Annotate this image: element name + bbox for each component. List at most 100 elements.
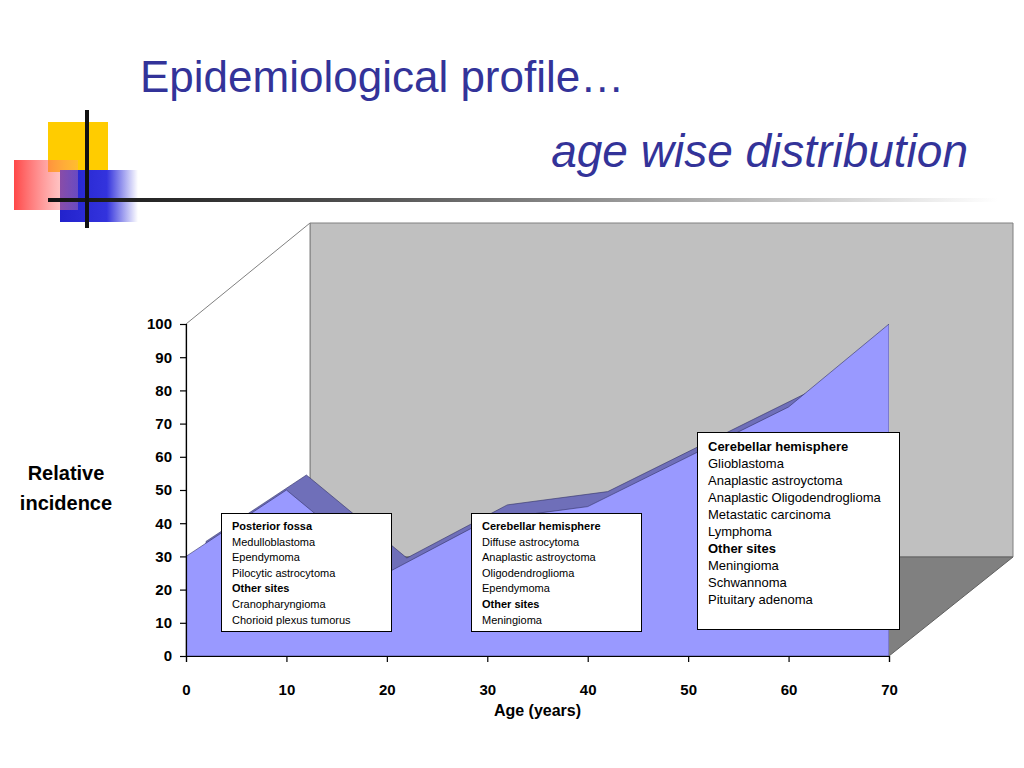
tick: 40 <box>155 515 186 532</box>
tick: 20 <box>379 656 396 698</box>
tick-label: 60 <box>781 681 798 698</box>
title-rule <box>48 198 998 202</box>
annotation-box: Cerebellar hemisphereDiffuse astrocytoma… <box>471 513 642 632</box>
tick-mark <box>286 656 287 662</box>
tick: 70 <box>155 415 186 432</box>
tick-label: 80 <box>155 382 172 399</box>
annotation-heading: Other sites <box>708 540 889 557</box>
tick-label: 100 <box>147 315 172 332</box>
tick-label: 0 <box>164 647 172 664</box>
tick-mark <box>688 656 689 662</box>
title: Epidemiological profile… <box>140 52 624 102</box>
tick: 70 <box>881 656 898 698</box>
annotation-item: Ependymoma <box>232 550 381 566</box>
tick: 30 <box>479 656 496 698</box>
tick-label: 60 <box>155 448 172 465</box>
tick: 0 <box>182 656 190 698</box>
area-depth <box>206 324 889 641</box>
y-axis: 0 10 20 30 40 50 60 70 80 90 100 <box>147 315 187 664</box>
annotation-item: Diffuse astrocytoma <box>482 535 631 551</box>
tick-mark <box>788 656 789 662</box>
tick-label: 20 <box>155 581 172 598</box>
logo-red <box>14 160 78 210</box>
tick-mark <box>588 656 589 662</box>
tick: 80 <box>155 382 186 399</box>
tick-mark <box>180 623 186 624</box>
tick-mark <box>180 424 186 425</box>
annotation-heading: Cerebellar hemisphere <box>482 519 631 535</box>
tick-label: 30 <box>155 548 172 565</box>
tick-mark <box>180 490 186 491</box>
annotation-item: Pituitary adenoma <box>708 591 889 608</box>
tick-mark <box>186 656 187 662</box>
tick-label: 50 <box>680 681 697 698</box>
x-axis-title: Age (years) <box>494 702 581 719</box>
subtitle: age wise distribution <box>551 124 968 178</box>
annotation-box: Posterior fossaMedulloblastomaEpendymoma… <box>221 513 392 632</box>
annotation-heading: Other sites <box>232 581 381 597</box>
tick-mark <box>180 656 186 657</box>
annotation-item: Meningioma <box>708 557 889 574</box>
annotation-item: Chorioid plexus tumorus <box>232 613 381 629</box>
annotation-item: Anaplastic Oligodendroglioma <box>708 489 889 506</box>
tick-label: 40 <box>155 515 172 532</box>
tick-mark <box>180 390 186 391</box>
stage: 0 10 20 30 40 50 60 70 80 90 100 0 10 20 30 40 50 60 70 Age… <box>0 0 1024 768</box>
plot-area <box>186 324 889 656</box>
annotation-item: Meningioma <box>482 613 631 629</box>
tick-mark <box>180 523 186 524</box>
area-depth-group <box>206 324 889 641</box>
annotation-item: Metastatic carcinoma <box>708 506 889 523</box>
annotation-item: Medulloblastoma <box>232 535 381 551</box>
tick-mark <box>180 457 186 458</box>
tick: 20 <box>155 581 186 598</box>
tick-mark <box>387 656 388 662</box>
tick: 100 <box>147 315 186 332</box>
annotation-item: Glioblastoma <box>708 455 889 472</box>
tick-mark <box>180 357 186 358</box>
annotation-heading: Other sites <box>482 597 631 613</box>
tick: 30 <box>155 548 186 565</box>
tick-label: 40 <box>580 681 597 698</box>
tick-label: 10 <box>279 681 296 698</box>
tick: 90 <box>155 349 186 366</box>
annotation-box: Cerebellar hemisphereGlioblastomaAnaplas… <box>697 432 900 630</box>
tick-mark <box>889 656 890 662</box>
tick-label: 10 <box>155 614 172 631</box>
tick-mark <box>180 589 186 590</box>
y-axis-title: Relative incidence <box>0 458 132 518</box>
tick-mark <box>180 556 186 557</box>
tick: 40 <box>580 656 597 698</box>
axis-line <box>187 657 890 663</box>
chart-svg: 0 10 20 30 40 50 60 70 80 90 100 0 10 20 30 40 50 60 70 Age… <box>0 0 1024 768</box>
annotation-item: Anaplastic astroyctoma <box>708 472 889 489</box>
x-axis: 0 10 20 30 40 50 60 70 <box>182 656 898 698</box>
axis-line <box>180 325 187 657</box>
area <box>186 324 889 656</box>
tick: 50 <box>680 656 697 698</box>
tick-label: 0 <box>182 681 190 698</box>
tick-mark <box>180 324 186 325</box>
box-3d <box>186 223 1013 656</box>
annotation-item: Oligodendroglioma <box>482 566 631 582</box>
tick-label: 30 <box>479 681 496 698</box>
annotation-item: Cranopharyngioma <box>232 597 381 613</box>
tick: 0 <box>164 647 186 664</box>
tick-label: 90 <box>155 349 172 366</box>
annotation-heading: Cerebellar hemisphere <box>708 438 889 455</box>
tick: 60 <box>155 448 186 465</box>
tick-label: 20 <box>379 681 396 698</box>
tick-label: 50 <box>155 481 172 498</box>
tick: 10 <box>155 614 186 631</box>
annotation-item: Ependymoma <box>482 581 631 597</box>
tick-label: 70 <box>155 415 172 432</box>
tick-label: 70 <box>881 681 898 698</box>
logo-bar <box>85 110 89 228</box>
logo <box>14 110 998 228</box>
tick: 50 <box>155 481 186 498</box>
annotation-item: Lymphoma <box>708 523 889 540</box>
tick-mark <box>487 656 488 662</box>
tick: 10 <box>279 656 296 698</box>
annotation-heading: Posterior fossa <box>232 519 381 535</box>
annotation-item: Schwannoma <box>708 574 889 591</box>
